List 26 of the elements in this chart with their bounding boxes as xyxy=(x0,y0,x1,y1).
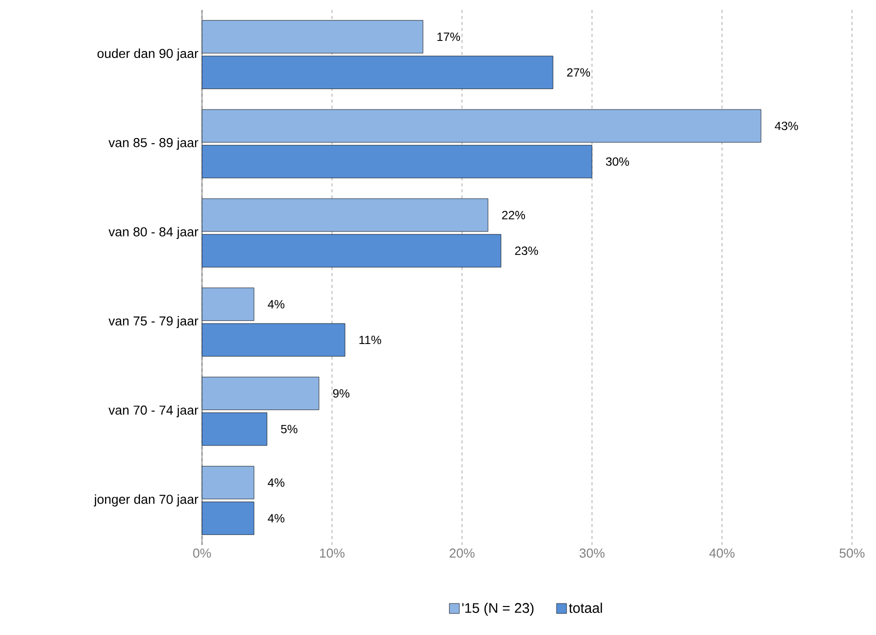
data-label: 27% xyxy=(567,68,590,77)
x-tick-label: 30% xyxy=(580,548,605,558)
data-label: 30% xyxy=(606,157,630,166)
y-tick-label: van 75 - 79 jaar xyxy=(108,316,198,328)
data-label: 4% xyxy=(268,478,284,487)
data-label: 4% xyxy=(268,300,284,308)
data-label: 23% xyxy=(515,246,538,255)
legend-label: totaal xyxy=(568,602,602,613)
legend-label: '15 (N = 23) xyxy=(462,602,534,616)
y-tick-label: ouder dan 90 jaar xyxy=(97,48,198,61)
data-label: 5% xyxy=(281,424,298,434)
data-label: 43% xyxy=(774,122,798,130)
y-tick-label: van 85 - 89 jaar xyxy=(108,138,198,150)
y-tick-label: jonger dan 70 jaar xyxy=(94,494,198,506)
data-label: 22% xyxy=(502,210,526,220)
x-tick-label: 10% xyxy=(320,548,345,558)
data-label: 9% xyxy=(333,389,350,398)
y-tick-label: van 70 - 74 jaar xyxy=(108,405,198,418)
data-label: 17% xyxy=(437,32,460,41)
data-label: 11% xyxy=(359,336,382,344)
x-tick-label: 20% xyxy=(450,548,475,558)
y-tick-label: van 80 - 84 jaar xyxy=(108,226,198,239)
x-tick-label: 50% xyxy=(840,548,865,558)
data-label: 4% xyxy=(268,514,284,522)
x-tick-label: 0% xyxy=(193,548,211,558)
x-tick-label: 40% xyxy=(709,548,735,558)
